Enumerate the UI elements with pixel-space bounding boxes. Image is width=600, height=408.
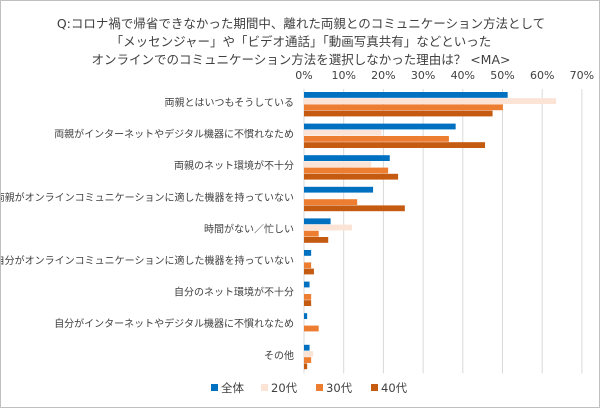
bar-40代 [304,237,329,243]
x-tick-label: 40% [451,69,475,82]
bar-40代 [304,110,493,117]
category-label: 自分がオンラインコミュニケーションに適した機器を持っていない [1,254,294,267]
legend-swatch [211,384,218,391]
bar-全体 [304,250,312,256]
x-tick-label: 20% [371,69,395,82]
category-label: 両親とはいつもそうしている [165,96,295,109]
bar-全体 [304,155,390,161]
bar-全体 [304,218,331,225]
x-tick-label: 50% [490,69,514,82]
bar-全体 [304,123,456,130]
bar-30代 [304,262,312,269]
bar-20代 [304,224,353,231]
category-label: 両親がインターネットやデジタル機器に不慣れなため [54,128,294,141]
chart-title-line-1: Q:コロナ禍で帰省できなかった期間中、離れた両親とのコミュニケーション方法として [56,16,546,31]
category-label: 両親がオンラインコミュニケーションに適した機器を持っていない [1,191,294,204]
chart-title-line-2: 「メッセンジャー」や「ビデオ通話」「動画写真共有」などといった [110,34,492,49]
x-tick-label: 30% [411,69,435,82]
category-label: その他 [264,349,294,362]
bar-全体 [304,313,308,319]
bar-40代 [304,268,314,275]
legend-label: 全体 [221,381,244,395]
bar-40代 [304,300,312,306]
x-tick-label: 0% [295,69,312,82]
legend-label: 20代 [271,381,298,395]
category-label: 自分のネット環境が不十分 [174,286,294,299]
legend-label: 30代 [326,381,353,395]
bar-30代 [304,357,312,363]
bar-30代 [304,167,389,174]
bar-40代 [304,363,308,370]
bar-30代 [304,325,319,332]
bar-30代 [304,199,358,205]
bar-全体 [304,281,310,288]
legend-swatch [261,384,268,391]
bar-20代 [304,161,372,168]
bar-20代 [304,351,314,357]
chart-title-line-3: オンラインでのコミュニケーション方法を選択しなかった理由は？ <MA> [91,52,511,67]
bar-全体 [304,344,310,351]
bar-30代 [304,136,449,142]
bar-全体 [304,92,508,98]
x-tick-label: 60% [530,69,554,82]
bar-40代 [304,173,399,180]
bar-40代 [304,205,405,212]
bar-40代 [304,142,486,148]
bar-20代 [304,129,382,136]
bar-30代 [304,230,319,237]
x-tick-label: 70% [570,69,594,82]
x-tick-label: 10% [331,69,355,82]
legend-swatch [316,384,323,391]
category-label: 時間がない／忙しい [204,222,294,235]
category-label: 自分がインターネットやデジタル機器に不慣れなため [54,317,294,330]
legend-swatch [371,384,378,391]
bar-20代 [304,98,557,104]
bar-全体 [304,186,374,193]
category-label: 両親のネット環境が不十分 [174,159,294,172]
bar-30代 [304,104,503,111]
bar-30代 [304,294,312,300]
legend-label: 40代 [381,381,408,395]
